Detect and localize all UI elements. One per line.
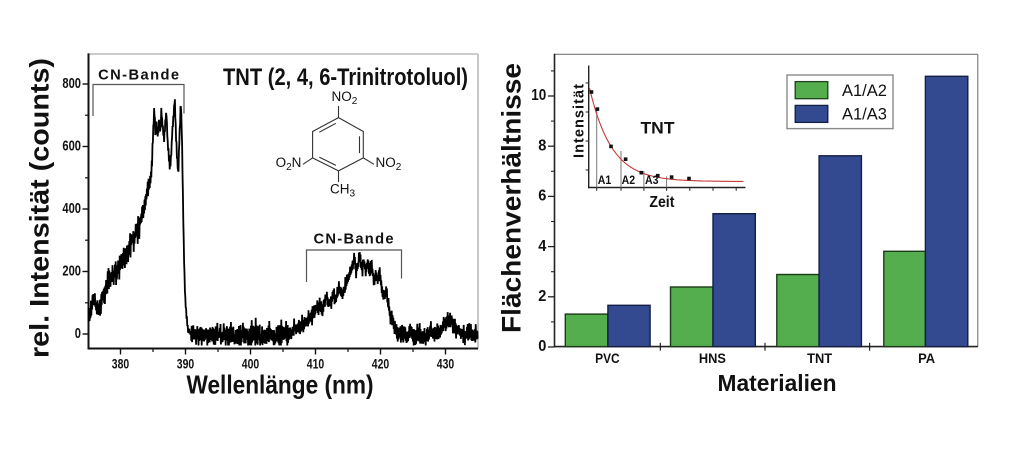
svg-text:TNT (2, 4, 6-Trinitrotoluol): TNT (2, 4, 6-Trinitrotoluol) — [223, 64, 468, 91]
svg-text:PA: PA — [918, 351, 935, 366]
svg-text:NO2: NO2 — [332, 89, 358, 107]
svg-text:200: 200 — [62, 263, 81, 279]
svg-text:A1/A2: A1/A2 — [842, 82, 887, 100]
svg-text:Materialien: Materialien — [718, 370, 837, 396]
svg-text:HNS: HNS — [699, 351, 726, 366]
svg-text:CN-Bande: CN-Bande — [314, 232, 394, 248]
svg-text:CN-Bande: CN-Bande — [98, 68, 179, 84]
svg-text:Flächenverhältnisse: Flächenverhältnisse — [497, 63, 527, 333]
svg-text:2: 2 — [538, 288, 546, 305]
svg-text:A1/A3: A1/A3 — [842, 105, 887, 123]
svg-text:800: 800 — [62, 76, 81, 92]
svg-text:0: 0 — [75, 326, 81, 342]
svg-text:A3: A3 — [645, 175, 659, 187]
svg-text:390: 390 — [177, 357, 194, 372]
svg-text:O2N: O2N — [276, 155, 302, 173]
svg-text:Intensität: Intensität — [572, 84, 588, 158]
svg-text:420: 420 — [372, 357, 389, 372]
svg-text:TNT: TNT — [641, 119, 676, 138]
svg-text:400: 400 — [62, 201, 81, 217]
svg-text:Zeit: Zeit — [649, 194, 674, 211]
svg-text:NO2: NO2 — [376, 155, 402, 173]
svg-text:380: 380 — [112, 357, 129, 372]
svg-text:10: 10 — [531, 87, 546, 104]
svg-text:A2: A2 — [622, 175, 636, 187]
svg-text:TNT: TNT — [807, 351, 833, 366]
svg-text:Wellenlänge (nm): Wellenlänge (nm) — [187, 370, 374, 400]
svg-text:8: 8 — [538, 137, 546, 154]
svg-text:4: 4 — [538, 238, 546, 255]
svg-text:6: 6 — [538, 188, 546, 205]
svg-text:410: 410 — [307, 357, 324, 372]
svg-text:rel. Intensität (counts): rel. Intensität (counts) — [25, 58, 55, 358]
svg-text:PVC: PVC — [595, 351, 620, 366]
svg-text:0: 0 — [538, 338, 546, 355]
svg-text:400: 400 — [242, 357, 259, 372]
svg-text:600: 600 — [62, 138, 81, 154]
svg-text:430: 430 — [437, 357, 454, 372]
svg-text:CH3: CH3 — [330, 182, 356, 200]
svg-text:A1: A1 — [598, 175, 612, 187]
